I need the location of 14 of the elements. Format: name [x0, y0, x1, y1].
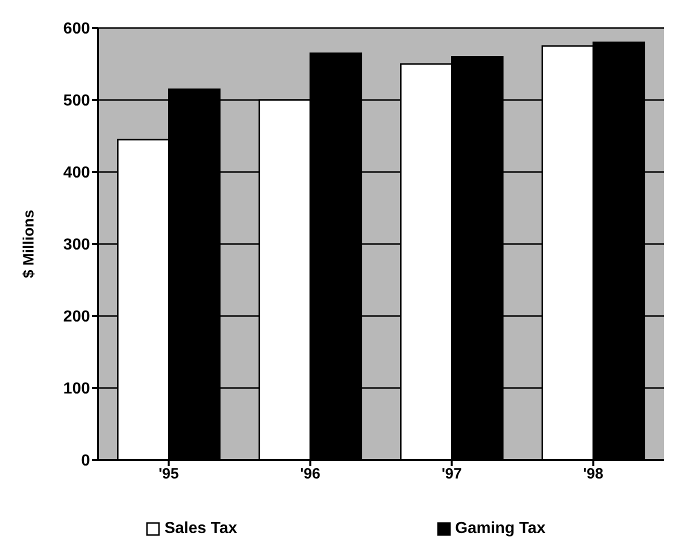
y-tick-label: 400 — [63, 164, 90, 182]
legend-label: Gaming Tax — [455, 520, 546, 538]
x-tick-label: '95 — [158, 466, 179, 483]
y-tick-label: 500 — [63, 92, 90, 110]
y-axis-title: $ Millions — [20, 210, 38, 278]
x-tick-label: '96 — [300, 466, 320, 483]
x-tick-label: '98 — [583, 466, 604, 483]
y-tick-label: 0 — [81, 452, 90, 470]
x-tick-label: '97 — [442, 466, 462, 483]
y-tick-label: 600 — [63, 20, 90, 38]
y-tick-label: 300 — [63, 236, 90, 254]
y-tick-label: 200 — [63, 308, 90, 326]
y-tick-label: 100 — [63, 380, 90, 398]
legend-label: Sales Tax — [164, 520, 238, 538]
